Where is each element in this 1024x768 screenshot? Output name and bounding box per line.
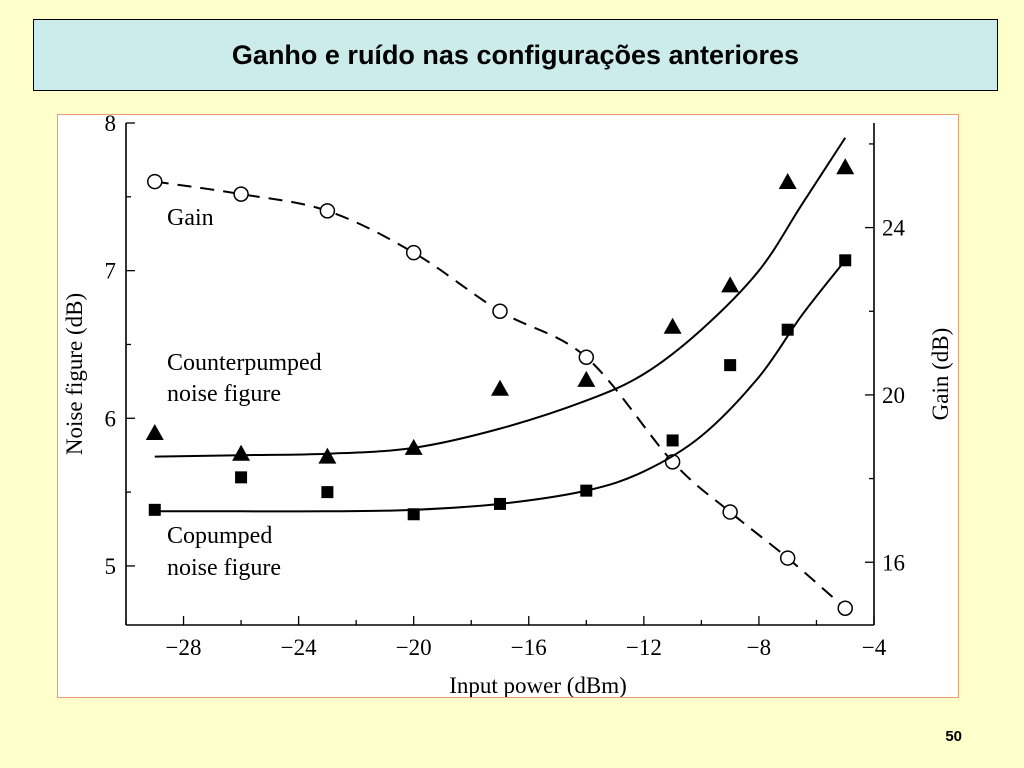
copumped-point <box>724 359 737 372</box>
annotation-gain: Gain <box>167 205 214 231</box>
chart-figure: −28 −24 −20 −16 −12 −8 −4 5 6 7 8 16 20 24 Input power… <box>57 114 959 698</box>
x-tick-label: −8 <box>747 635 771 660</box>
copumped-point <box>235 471 248 484</box>
x-tick-label: −28 <box>166 635 202 660</box>
copumped-point <box>781 323 794 336</box>
counterpumped-point <box>491 379 509 396</box>
right-tick-label: 20 <box>882 383 905 408</box>
left-tick-label: 6 <box>105 406 117 431</box>
copumped-point <box>494 497 506 510</box>
annotation-copumped: Copumped <box>167 523 272 549</box>
counterpumped-point <box>232 444 251 461</box>
copumped-point <box>407 508 420 521</box>
copumped-point <box>148 503 161 516</box>
gain-point <box>147 173 163 190</box>
gain-point <box>837 600 853 617</box>
slide-title-box: Ganho e ruído nas configurações anterior… <box>33 19 998 91</box>
counterpumped-point <box>318 447 337 464</box>
left-tick-label: 5 <box>105 554 117 579</box>
x-tick-label: −20 <box>396 635 432 660</box>
right-axis-title: Gain (dB) <box>928 328 953 421</box>
left-tick-label: 8 <box>105 115 117 136</box>
counterpumped-point <box>404 438 423 455</box>
annotation-counterpumped-2: noise figure <box>167 381 281 407</box>
gain-point <box>233 186 249 202</box>
gain-point <box>405 244 422 261</box>
left-tick-label: 7 <box>105 259 117 284</box>
copumped-point <box>666 434 679 447</box>
gain-point <box>779 550 796 566</box>
left-axis-title: Noise figure (dB) <box>62 293 87 455</box>
series-1-curve <box>154 137 847 458</box>
counterpumped-point <box>778 173 797 190</box>
counterpumped-point <box>836 158 855 175</box>
copumped-point <box>321 486 334 499</box>
series-0-curve <box>154 180 846 610</box>
right-tick-label: 24 <box>882 216 906 241</box>
x-tick-label: −12 <box>626 635 662 660</box>
slide-title: Ganho e ruído nas configurações anterior… <box>231 39 800 70</box>
annotation-copumped-2: noise figure <box>167 555 281 581</box>
x-tick-label: −16 <box>511 635 547 660</box>
gain-point <box>492 303 508 319</box>
series-2-curve <box>154 259 847 513</box>
counterpumped-point <box>721 276 740 293</box>
page-number: 50 <box>945 728 962 745</box>
counterpumped-point <box>663 317 682 334</box>
copumped-point <box>580 484 593 497</box>
copumped-point <box>839 254 852 267</box>
counterpumped-point <box>145 424 164 441</box>
gain-point <box>319 203 336 219</box>
right-tick-label: 16 <box>882 550 905 575</box>
gain-point <box>578 349 595 366</box>
x-axis-title: Input power (dBm) <box>449 673 627 697</box>
annotation-counterpumped: Counterpumped <box>167 350 322 376</box>
gain-point <box>722 504 738 520</box>
dual-axis-chart: −28 −24 −20 −16 −12 −8 −4 5 6 7 8 16 20 24 Input power… <box>62 115 953 697</box>
x-tick-label: −24 <box>281 635 317 660</box>
counterpumped-point <box>577 370 596 387</box>
x-tick-label: −4 <box>862 635 887 660</box>
